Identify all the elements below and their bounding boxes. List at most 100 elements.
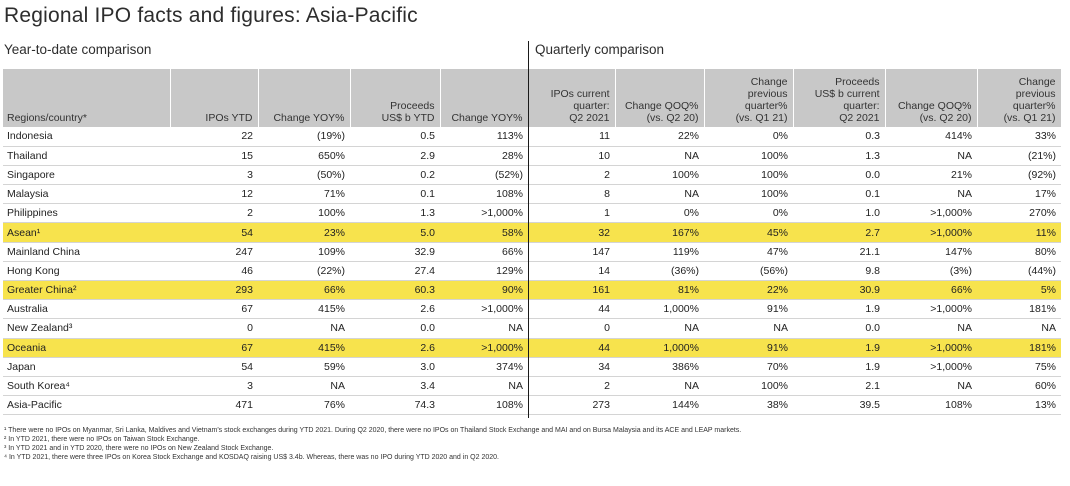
- value-cell: (52%): [440, 165, 528, 186]
- region-cell: Australia: [3, 299, 170, 320]
- region-cell: Mainland China: [3, 242, 170, 262]
- footnote-3: ³ In YTD 2021 and in YTD 2020, there wer…: [4, 445, 274, 452]
- value-cell: 2: [170, 203, 258, 224]
- value-cell: 108%: [885, 395, 977, 416]
- value-cell: 54: [170, 357, 258, 377]
- region-cell: Asia-Pacific: [3, 395, 170, 416]
- table-row: Indonesia 22 (19%) 0.5 113% 11 22% 0% 0.3 414% 33%: [3, 127, 1061, 147]
- table-row: Hong Kong 46 (22%) 27.4 129% 14 (36%) (56%) 9.8(…: [3, 261, 1061, 282]
- region-cell: South Korea⁴: [3, 376, 170, 397]
- value-cell: 161: [528, 280, 615, 301]
- value-cell: 74.3: [350, 395, 440, 416]
- column-header: Change QOQ% (vs. Q2 20): [615, 69, 705, 127]
- value-cell: NA: [615, 318, 704, 339]
- value-cell: NA: [885, 318, 977, 339]
- value-cell: 273: [528, 395, 615, 416]
- value-cell: 100%: [704, 376, 793, 397]
- value-cell: 415%: [258, 299, 350, 320]
- value-cell: 147: [528, 242, 615, 262]
- value-cell: NA: [885, 146, 977, 166]
- value-cell: >1,000%: [885, 357, 977, 377]
- table-row: Mainland China 247 109% 32.9 66% 147 119% 47% 21…: [3, 242, 1061, 262]
- quarterly-section-heading: Quarterly comparison: [535, 42, 665, 57]
- value-cell: 54: [170, 222, 258, 243]
- value-cell: 108%: [440, 395, 528, 416]
- value-cell: >1,000%: [440, 299, 528, 320]
- value-cell: 71%: [258, 184, 350, 205]
- table-header-row: Regions/country* IPOs YTD Change YOY% Proce…: [3, 69, 1062, 127]
- value-cell: NA: [258, 376, 350, 397]
- value-cell: (44%): [977, 261, 1061, 282]
- value-cell: 1: [528, 203, 615, 224]
- value-cell: 0.5: [350, 127, 440, 147]
- value-cell: (50%): [258, 165, 350, 186]
- value-cell: 181%: [977, 299, 1061, 320]
- value-cell: NA: [615, 376, 704, 397]
- value-cell: 414%: [885, 127, 977, 147]
- value-cell: NA: [615, 146, 704, 166]
- value-cell: 1.3: [793, 146, 885, 166]
- value-cell: >1,000%: [885, 203, 977, 224]
- value-cell: NA: [258, 318, 350, 339]
- table-row: Asia-Pacific 471 76% 74.3 108% 273 144% 38% 39.5…: [3, 395, 1061, 416]
- value-cell: 1,000%: [615, 338, 704, 358]
- value-cell: 44: [528, 338, 615, 358]
- value-cell: 293: [170, 280, 258, 301]
- footnote-1: ¹ There were no IPOs on Myanmar, Sri Lan…: [4, 427, 742, 434]
- value-cell: 108%: [440, 184, 528, 205]
- value-cell: 0: [528, 318, 615, 339]
- value-cell: 70%: [704, 357, 793, 377]
- table-row: Malaysia 12 71% 0.1 108% 8 NA 100% 0.1 NA 17%: [3, 184, 1061, 205]
- value-cell: 270%: [977, 203, 1061, 224]
- value-cell: 47%: [704, 242, 793, 262]
- value-cell: 27.4: [350, 261, 440, 282]
- value-cell: 23%: [258, 222, 350, 243]
- value-cell: 109%: [258, 242, 350, 262]
- page-title: Regional IPO facts and figures: Asia-Pac…: [4, 4, 418, 27]
- table-row: New Zealand³ 0 NA 0.0 NA 0 NA NA 0.0 NA NA: [3, 318, 1061, 339]
- value-cell: (36%): [615, 261, 704, 282]
- value-cell: 28%: [440, 146, 528, 166]
- value-cell: 147%: [885, 242, 977, 262]
- column-header: IPOs YTD: [170, 69, 259, 127]
- value-cell: 113%: [440, 127, 528, 147]
- value-cell: 0: [170, 318, 258, 339]
- value-cell: 80%: [977, 242, 1061, 262]
- value-cell: (21%): [977, 146, 1061, 166]
- value-cell: 2.1: [793, 376, 885, 397]
- section-divider: [528, 41, 529, 418]
- table-row-subtotal: Asean¹ 54 23% 5.0 58% 32 167% 45% 2.7 >1,000% 11%: [3, 222, 1061, 243]
- column-header: Change YOY%: [258, 69, 351, 127]
- value-cell: 91%: [704, 299, 793, 320]
- value-cell: 0%: [704, 127, 793, 147]
- value-cell: 0.0: [350, 318, 440, 339]
- footnote-4: ⁴ In YTD 2021, there were three IPOs on …: [4, 454, 499, 461]
- region-cell: Philippines: [3, 203, 170, 224]
- value-cell: 181%: [977, 338, 1061, 358]
- value-cell: 17%: [977, 184, 1061, 205]
- value-cell: 0.0: [793, 165, 885, 186]
- value-cell: 1.9: [793, 299, 885, 320]
- footnote-2: ² In YTD 2021, there were no IPOs on Tai…: [4, 436, 200, 443]
- value-cell: 66%: [258, 280, 350, 301]
- value-cell: 67: [170, 338, 258, 358]
- value-cell: 100%: [704, 165, 793, 186]
- value-cell: 3.0: [350, 357, 440, 377]
- value-cell: 100%: [704, 146, 793, 166]
- region-cell: Malaysia: [3, 184, 170, 205]
- value-cell: 247: [170, 242, 258, 262]
- column-header: Proceeds US$ b YTD: [350, 69, 441, 127]
- value-cell: 66%: [440, 242, 528, 262]
- region-cell: Singapore: [3, 165, 170, 186]
- value-cell: 3: [170, 165, 258, 186]
- value-cell: 100%: [258, 203, 350, 224]
- value-cell: 0%: [704, 203, 793, 224]
- value-cell: 22%: [704, 280, 793, 301]
- column-header: Change previous quarter% (vs. Q1 21): [704, 69, 794, 127]
- column-header: IPOs current quarter: Q2 2021: [528, 69, 616, 127]
- value-cell: (56%): [704, 261, 793, 282]
- column-header: Proceeds US$ b current quarter: Q2 2021: [793, 69, 886, 127]
- value-cell: 10: [528, 146, 615, 166]
- value-cell: (22%): [258, 261, 350, 282]
- column-header: Change YOY%: [440, 69, 529, 127]
